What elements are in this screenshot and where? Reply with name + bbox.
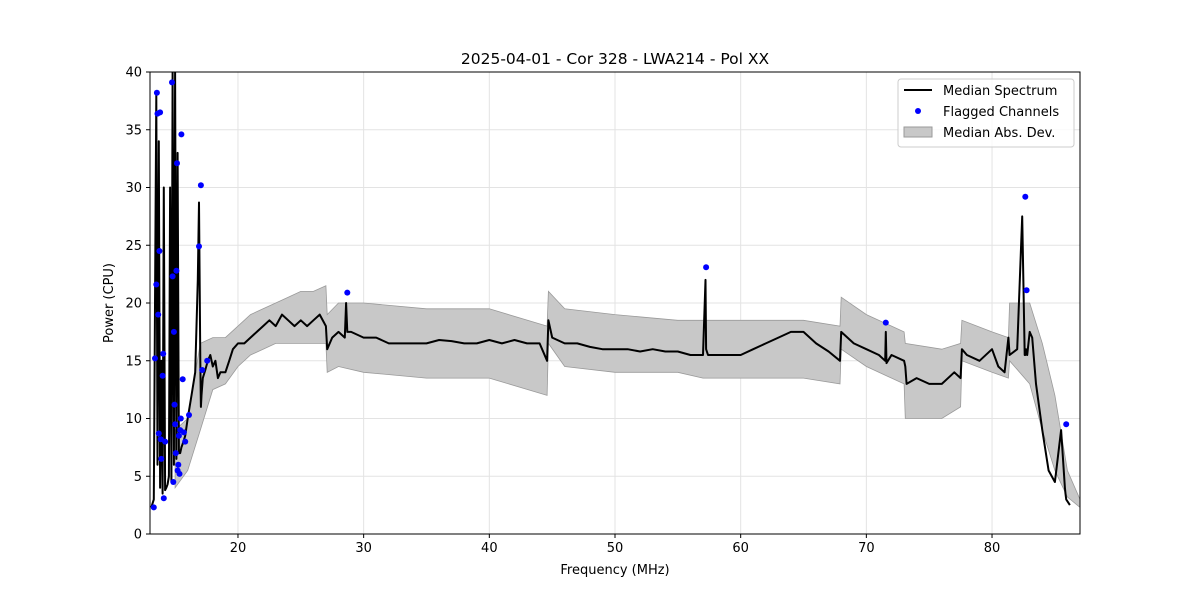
y-tick-label: 25 [125, 239, 142, 254]
x-tick-label: 20 [230, 541, 247, 556]
flagged-channel-point [344, 290, 350, 296]
flagged-channel-point [151, 504, 157, 510]
flagged-channel-point [173, 450, 179, 456]
flagged-channel-point [155, 312, 161, 318]
y-tick-label: 35 [125, 123, 142, 138]
flagged-channel-point [178, 131, 184, 137]
flagged-channel-point [169, 79, 175, 85]
flagged-channel-point [153, 282, 159, 288]
flagged-channel-point [1063, 421, 1069, 427]
flagged-channel-point [152, 355, 158, 361]
x-tick-label: 40 [481, 541, 498, 556]
flagged-channel-point [170, 273, 176, 279]
flagged-channel-point [174, 160, 180, 166]
flagged-channel-point [204, 358, 210, 364]
flagged-channel-point [172, 402, 178, 408]
y-tick-label: 30 [125, 181, 142, 196]
flagged-channel-point [172, 421, 178, 427]
flagged-channel-point [160, 373, 166, 379]
y-axis-label: Power (CPU) [102, 263, 117, 343]
y-tick-label: 0 [134, 528, 142, 543]
x-tick-label: 80 [984, 541, 1001, 556]
flagged-channel-point [703, 264, 709, 270]
legend: Median Spectrum Flagged Channels Median … [898, 79, 1074, 147]
legend-label-median-spectrum: Median Spectrum [943, 84, 1057, 99]
flagged-channel-point [176, 433, 182, 439]
legend-point-swatch [915, 108, 921, 114]
y-tick-label: 20 [125, 297, 142, 312]
flagged-channel-point [161, 495, 167, 501]
x-axis-label: Frequency (MHz) [560, 563, 669, 578]
flagged-channel-point [175, 462, 181, 468]
flagged-channel-point [154, 90, 160, 96]
flagged-channel-point [1024, 287, 1030, 293]
legend-band-swatch [904, 127, 932, 137]
legend-label-median-abs-dev: Median Abs. Dev. [943, 126, 1055, 141]
flagged-channel-point [160, 351, 166, 357]
y-tick-label: 15 [125, 354, 142, 369]
flagged-channel-point [158, 456, 164, 462]
x-tick-label: 50 [607, 541, 624, 556]
y-tick-label: 40 [125, 66, 142, 81]
flagged-channel-point [171, 329, 177, 335]
flagged-channel-point [199, 367, 205, 373]
chart: 20 30 40 50 60 70 80 0 5 10 15 20 25 30 35 40 2025-04-0… [0, 0, 1200, 600]
flagged-channel-point [186, 412, 192, 418]
flagged-channel-point [182, 439, 188, 445]
flagged-channel-point [173, 268, 179, 274]
flagged-channel-point [180, 376, 186, 382]
flagged-channel-point [1022, 194, 1028, 200]
flagged-channel-point [883, 320, 889, 326]
flagged-channel-point [177, 471, 183, 477]
y-tick-label: 10 [125, 412, 142, 427]
flagged-channel-point [198, 182, 204, 188]
y-tick-label: 5 [134, 470, 142, 485]
flagged-channel-point [162, 439, 168, 445]
chart-title: 2025-04-01 - Cor 328 - LWA214 - Pol XX [461, 50, 770, 68]
flagged-channel-point [170, 479, 176, 485]
legend-label-flagged-channels: Flagged Channels [943, 105, 1059, 120]
x-tick-label: 70 [858, 541, 875, 556]
flagged-channel-point [156, 248, 162, 254]
x-tick-label: 60 [732, 541, 749, 556]
x-tick-label: 30 [355, 541, 372, 556]
flagged-channel-point [156, 431, 162, 437]
flagged-channel-point [157, 109, 163, 115]
flagged-channel-point [181, 429, 187, 435]
flagged-channel-point [178, 416, 184, 422]
flagged-channel-point [196, 243, 202, 249]
